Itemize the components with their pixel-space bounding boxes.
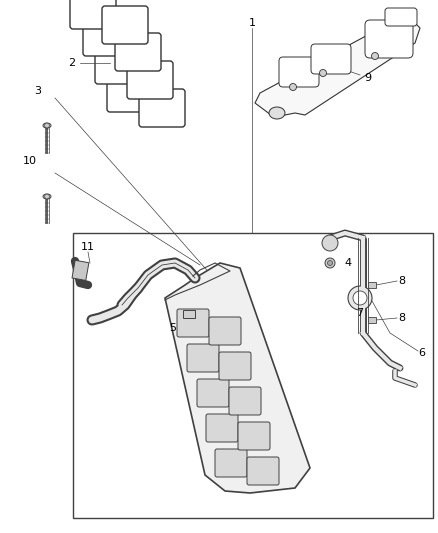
Text: 5: 5 [170,323,177,333]
Text: 9: 9 [364,73,371,83]
Text: 1: 1 [248,18,255,28]
Bar [73,233,433,518]
Text: 3: 3 [35,86,42,96]
FancyBboxPatch shape [70,0,116,29]
Text: 10: 10 [23,156,37,166]
FancyBboxPatch shape [83,18,129,56]
Bar [72,260,89,280]
Circle shape [290,84,297,91]
FancyBboxPatch shape [311,44,351,74]
Circle shape [353,291,367,305]
Circle shape [319,69,326,77]
FancyBboxPatch shape [247,457,279,485]
FancyBboxPatch shape [102,6,148,44]
Text: 11: 11 [81,242,95,252]
FancyBboxPatch shape [139,89,185,127]
FancyBboxPatch shape [279,57,319,87]
Circle shape [371,52,378,60]
Circle shape [322,235,338,251]
FancyBboxPatch shape [385,8,417,26]
Text: 8: 8 [399,276,406,286]
Ellipse shape [43,194,51,199]
Circle shape [348,286,372,310]
FancyBboxPatch shape [115,33,161,71]
FancyBboxPatch shape [206,414,238,442]
Polygon shape [255,18,420,118]
Text: 7: 7 [357,308,364,318]
Ellipse shape [43,123,51,128]
Bar [368,317,376,323]
FancyBboxPatch shape [177,309,209,337]
Circle shape [45,194,49,199]
FancyBboxPatch shape [197,379,229,407]
Bar [183,310,195,318]
FancyBboxPatch shape [127,61,173,99]
Ellipse shape [269,107,285,119]
Text: 6: 6 [418,348,425,358]
FancyBboxPatch shape [187,344,219,372]
FancyBboxPatch shape [209,317,241,345]
Circle shape [45,123,49,128]
FancyBboxPatch shape [215,449,247,477]
FancyBboxPatch shape [238,422,270,450]
Bar [368,282,376,288]
FancyBboxPatch shape [107,74,153,112]
Text: 4: 4 [344,258,352,268]
FancyBboxPatch shape [365,20,413,58]
FancyBboxPatch shape [219,352,251,380]
Circle shape [325,258,335,268]
Polygon shape [165,263,310,493]
Text: 8: 8 [399,313,406,323]
Text: 2: 2 [68,58,76,68]
FancyBboxPatch shape [229,387,261,415]
Circle shape [328,261,332,265]
FancyBboxPatch shape [95,46,141,84]
